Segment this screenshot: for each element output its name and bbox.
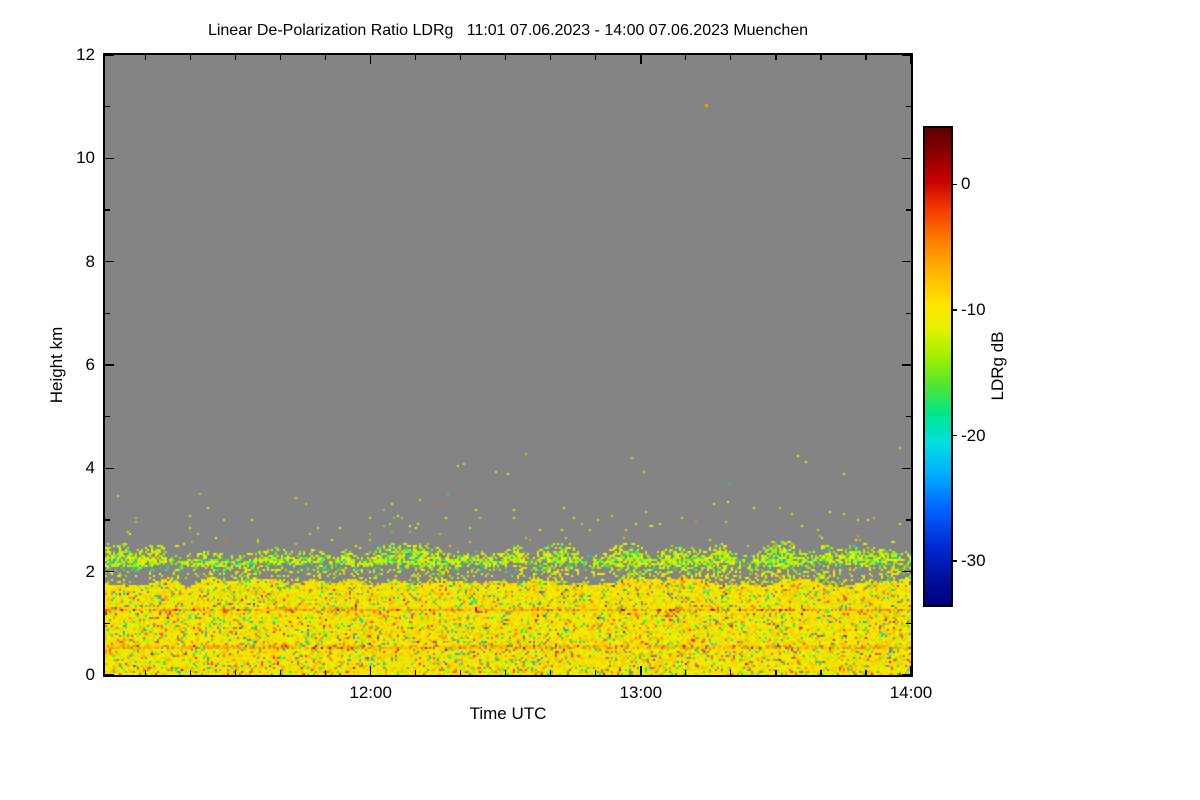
colorbar-tick (951, 560, 957, 562)
colorbar-tick-label: -10 (961, 300, 986, 319)
y-tick-label: 12 (76, 45, 95, 64)
colorbar-tick (951, 309, 957, 311)
y-tick-label: 4 (85, 458, 95, 478)
y-tick-label: 2 (85, 561, 95, 581)
x-tick-label: 13:00 (619, 683, 663, 702)
colorbar-tick-label: -20 (961, 425, 986, 445)
y-axis-label: Height km (47, 326, 66, 404)
colorbar-tick-label: 0 (961, 174, 971, 194)
x-axis-label: Time UTC (469, 704, 547, 723)
colorbar-tick (951, 434, 957, 437)
y-tick-label: 8 (85, 251, 95, 271)
y-tick-label: 0 (85, 665, 95, 684)
x-tick-label: 12:00 (349, 683, 392, 702)
colorbar-tick-label: -30 (961, 551, 986, 571)
y-tick-label: 10 (76, 148, 95, 168)
x-tick-label: 14:00 (889, 683, 933, 702)
colorbar-canvas (925, 128, 951, 605)
colorbar-label: LDRg dB (988, 331, 1007, 401)
colorbar-tick (951, 183, 957, 186)
chart-title: Linear De-Polarization Ratio LDRg 11:01 … (207, 22, 809, 39)
heatmap-canvas (105, 55, 911, 675)
